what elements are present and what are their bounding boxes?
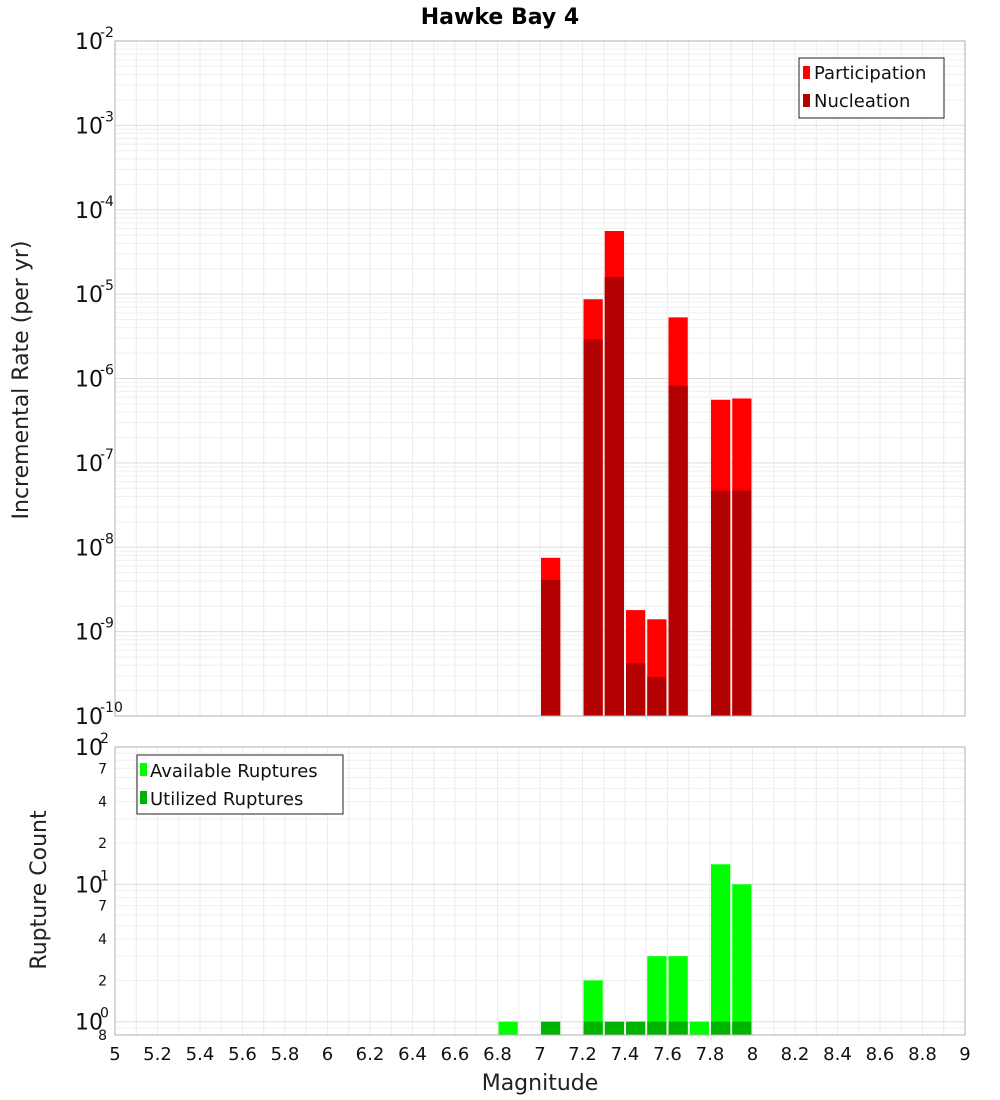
- rate-legend: Participation Nucleation: [798, 57, 945, 119]
- legend-participation: Participation: [814, 63, 926, 84]
- rate-bar-nucleation: [626, 663, 646, 716]
- count-y-tick-label: 10: [75, 1011, 103, 1036]
- count-bar-available-ruptures: [711, 864, 731, 1035]
- legend-nucleation: Nucleation: [814, 91, 910, 112]
- rate-y-tick-exponent: -3: [100, 109, 114, 125]
- count-bar-utilized-ruptures: [732, 1021, 752, 1035]
- x-tick-label: 6.4: [398, 1044, 427, 1065]
- count-bar-utilized-ruptures: [541, 1021, 561, 1035]
- x-tick-label: 7.8: [696, 1044, 725, 1065]
- x-tick-label: 7.6: [653, 1044, 682, 1065]
- count-y-axis-label: Rupture Count: [27, 810, 52, 970]
- legend-utilized-ruptures: Utilized Ruptures: [150, 789, 303, 810]
- count-y-minor-tick-label: 8: [98, 1028, 107, 1044]
- rate-plot: 10-210-310-410-510-610-710-810-910-10: [75, 25, 966, 730]
- count-y-tick-exponent: 1: [100, 868, 109, 884]
- rate-y-tick-label: 10: [75, 283, 103, 308]
- rate-bar-nucleation: [668, 385, 688, 716]
- count-bar-utilized-ruptures: [647, 1021, 667, 1035]
- count-bar-available-ruptures: [668, 956, 688, 1035]
- rate-y-tick-exponent: -8: [100, 531, 114, 547]
- count-bar-available-ruptures: [689, 1021, 709, 1035]
- count-bar-utilized-ruptures: [668, 1021, 688, 1035]
- rate-y-tick-label: 10: [75, 114, 103, 139]
- rate-y-tick-exponent: -5: [100, 278, 114, 294]
- x-tick-label: 5.6: [228, 1044, 257, 1065]
- x-tick-label: 9: [959, 1044, 970, 1065]
- rate-bar-nucleation: [732, 490, 752, 716]
- rate-y-tick-label: 10: [75, 30, 103, 55]
- x-tick-label: 8: [747, 1044, 758, 1065]
- nucleation-swatch: [803, 94, 810, 107]
- count-bar-available-ruptures: [498, 1021, 518, 1035]
- rate-y-tick-exponent: -6: [100, 363, 114, 379]
- count-bar-utilized-ruptures: [583, 1021, 603, 1035]
- rate-y-tick-exponent: -7: [100, 447, 114, 463]
- x-tick-label: 7: [534, 1044, 545, 1065]
- legend-available-ruptures: Available Ruptures: [150, 761, 318, 782]
- count-legend-box: [136, 754, 344, 815]
- x-tick-label: 6: [322, 1044, 333, 1065]
- count-y-minor-tick-label: 7: [98, 899, 107, 915]
- count-y-tick-label: 10: [75, 736, 103, 761]
- utilized-swatch: [140, 791, 147, 804]
- count-legend: Available Ruptures Utilized Ruptures: [136, 754, 344, 815]
- rate-legend-box: [798, 57, 945, 119]
- rate-y-tick-label: 10: [75, 199, 103, 224]
- count-bar-available-ruptures: [732, 884, 752, 1035]
- x-tick-label: 5.2: [143, 1044, 172, 1065]
- rate-y-tick-label: 10: [75, 452, 103, 477]
- count-bar-available-ruptures: [583, 980, 603, 1035]
- x-tick-label: 8.8: [908, 1044, 937, 1065]
- rate-bar-nucleation: [541, 579, 561, 716]
- x-tick-label: 6.6: [441, 1044, 470, 1065]
- count-y-minor-tick-label: 7: [98, 761, 107, 777]
- rate-y-tick-label: 10: [75, 621, 103, 646]
- x-tick-label: 7.4: [611, 1044, 640, 1065]
- x-tick-label: 8.2: [781, 1044, 810, 1065]
- rate-bar-nucleation: [604, 276, 624, 716]
- rate-bar-nucleation: [583, 339, 603, 716]
- count-y-tick-label: 10: [75, 873, 103, 898]
- count-y-tick-exponent: 2: [100, 731, 109, 747]
- rate-y-tick-exponent: -10: [100, 700, 123, 716]
- count-bar-utilized-ruptures: [711, 1021, 731, 1035]
- rate-y-tick-exponent: -9: [100, 616, 114, 632]
- rate-bar-nucleation: [711, 490, 731, 716]
- rate-y-tick-exponent: -4: [100, 194, 114, 210]
- x-tick-label: 6.2: [356, 1044, 385, 1065]
- x-tick-label: 8.4: [823, 1044, 852, 1065]
- x-axis-label: Magnitude: [482, 1071, 599, 1096]
- count-plot-border: [114, 746, 966, 1036]
- count-bar-available-ruptures: [647, 956, 667, 1035]
- count-y-minor-tick-label: 2: [98, 836, 107, 852]
- rate-y-tick-label: 10: [75, 368, 103, 393]
- rate-y-axis-label: Incremental Rate (per yr): [9, 241, 34, 520]
- count-y-minor-tick-label: 4: [98, 795, 107, 811]
- x-tick-label: 5: [109, 1044, 120, 1065]
- count-y-minor-tick-label: 2: [98, 973, 107, 989]
- available-swatch: [140, 763, 147, 776]
- x-tick-label: 6.8: [483, 1044, 512, 1065]
- rate-plot-border: [114, 40, 966, 717]
- x-tick-label: 7.2: [568, 1044, 597, 1065]
- count-y-tick-exponent: 0: [100, 1006, 109, 1022]
- count-y-minor-tick-label: 4: [98, 932, 107, 948]
- x-tick-label: 5.4: [186, 1044, 215, 1065]
- count-bar-utilized-ruptures: [626, 1021, 646, 1035]
- rate-y-tick-label: 10: [75, 705, 103, 730]
- rate-bar-nucleation: [647, 676, 667, 716]
- rate-y-tick-label: 10: [75, 536, 103, 561]
- participation-swatch: [803, 66, 810, 79]
- rate-y-tick-exponent: -2: [100, 25, 114, 41]
- count-bar-utilized-ruptures: [604, 1021, 624, 1035]
- chart-title: Hawke Bay 4: [421, 5, 579, 30]
- x-tick-label: 5.8: [271, 1044, 300, 1065]
- x-tick-label: 8.6: [866, 1044, 895, 1065]
